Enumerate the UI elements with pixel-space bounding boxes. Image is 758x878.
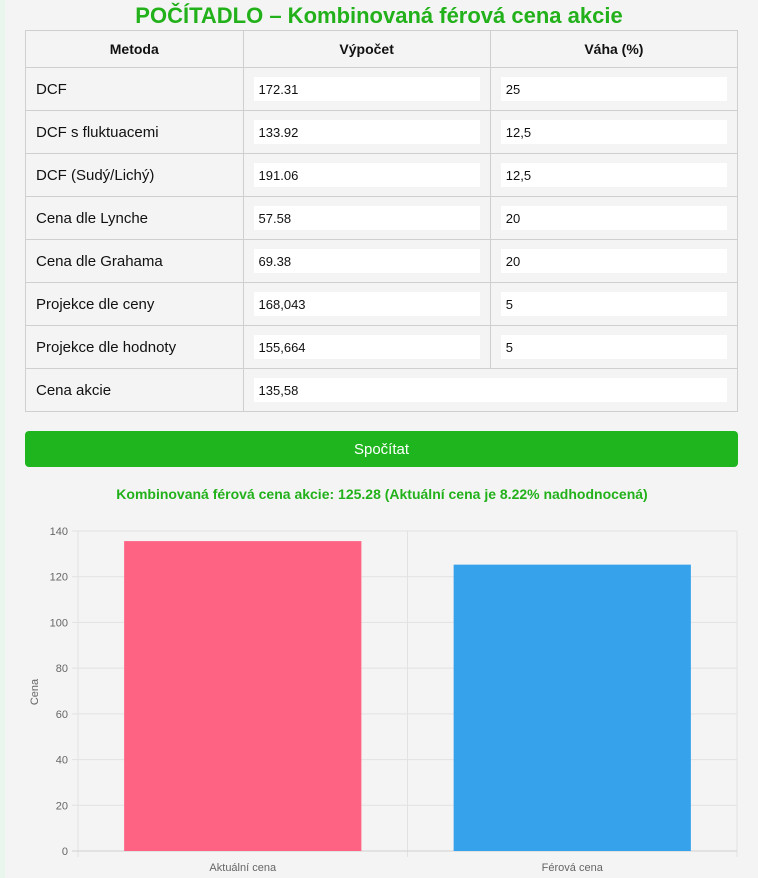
weight-input-value-projection[interactable]	[500, 335, 727, 359]
table-header-row: Metoda Výpočet Váha (%)	[25, 30, 739, 68]
weight-input-graham[interactable]	[500, 249, 727, 273]
page-title: POČÍTADLO – Kombinovaná férová cena akci…	[135, 3, 623, 28]
table-row-price: Cena akcie	[25, 368, 739, 412]
chart-ticks: 0 20 40 60 80 100 120 140 Aktuální cena Férová ce…	[50, 526, 604, 874]
table-row: Projekce dle ceny	[25, 282, 739, 326]
table-row: DCF	[25, 67, 739, 111]
method-label: Projekce dle ceny	[25, 282, 244, 326]
weight-input-price-projection[interactable]	[500, 292, 727, 316]
weight-input-dcf[interactable]	[500, 77, 727, 101]
y-tick-label: 60	[56, 709, 68, 721]
header-weight: Váha (%)	[489, 30, 739, 68]
method-label: DCF	[25, 67, 244, 111]
y-tick-label: 80	[56, 663, 68, 675]
x-tick-label: Aktuální cena	[209, 862, 277, 874]
y-tick-label: 120	[50, 572, 68, 584]
method-label: Cena dle Lynche	[25, 196, 244, 240]
weight-input-dcf-even-odd[interactable]	[500, 163, 727, 187]
value-input-price-projection[interactable]	[253, 292, 480, 316]
method-label: Cena akcie	[25, 368, 244, 412]
method-label: Cena dle Grahama	[25, 239, 244, 283]
y-tick-label: 100	[50, 617, 68, 629]
y-tick-label: 0	[62, 846, 68, 858]
left-edge-strip	[0, 0, 5, 878]
calculate-button[interactable]: Spočítat	[25, 431, 738, 467]
table-row: Cena dle Lynche	[25, 196, 739, 240]
value-input-dcf-even-odd[interactable]	[253, 163, 480, 187]
result-text: Kombinovaná férová cena akcie: 125.28 (A…	[116, 486, 648, 502]
method-label: DCF s fluktuacemi	[25, 110, 244, 154]
calculation-table: Metoda Výpočet Váha (%) DCF DCF s fluktu…	[25, 30, 739, 412]
value-input-lynch[interactable]	[253, 206, 480, 230]
table-row: Projekce dle hodnoty	[25, 325, 739, 369]
header-method: Metoda	[25, 30, 244, 68]
y-tick-label: 140	[50, 526, 68, 538]
table-row: DCF (Sudý/Lichý)	[25, 153, 739, 197]
y-tick-label: 20	[56, 800, 68, 812]
bar-current-price	[124, 541, 362, 851]
x-tick-label: Férová cena	[542, 862, 604, 874]
header-calculation: Výpočet	[242, 30, 491, 68]
table-row: Cena dle Grahama	[25, 239, 739, 283]
value-input-value-projection[interactable]	[253, 335, 480, 359]
method-label: DCF (Sudý/Lichý)	[25, 153, 244, 197]
value-input-dcf[interactable]	[253, 77, 480, 101]
method-label: Projekce dle hodnoty	[25, 325, 244, 369]
bar-fair-price	[453, 564, 691, 851]
value-input-dcf-fluctuations[interactable]	[253, 120, 480, 144]
chart-bars	[124, 541, 691, 851]
weight-input-dcf-fluctuations[interactable]	[500, 120, 727, 144]
weight-input-lynch[interactable]	[500, 206, 727, 230]
table-row: DCF s fluktuacemi	[25, 110, 739, 154]
y-axis-label: Cena	[29, 678, 41, 705]
stock-price-input[interactable]	[253, 378, 727, 402]
value-input-graham[interactable]	[253, 249, 480, 273]
y-tick-label: 40	[56, 755, 68, 767]
price-bar-chart: 0 20 40 60 80 100 120 140 Aktuální cena Férová ce…	[29, 526, 738, 874]
